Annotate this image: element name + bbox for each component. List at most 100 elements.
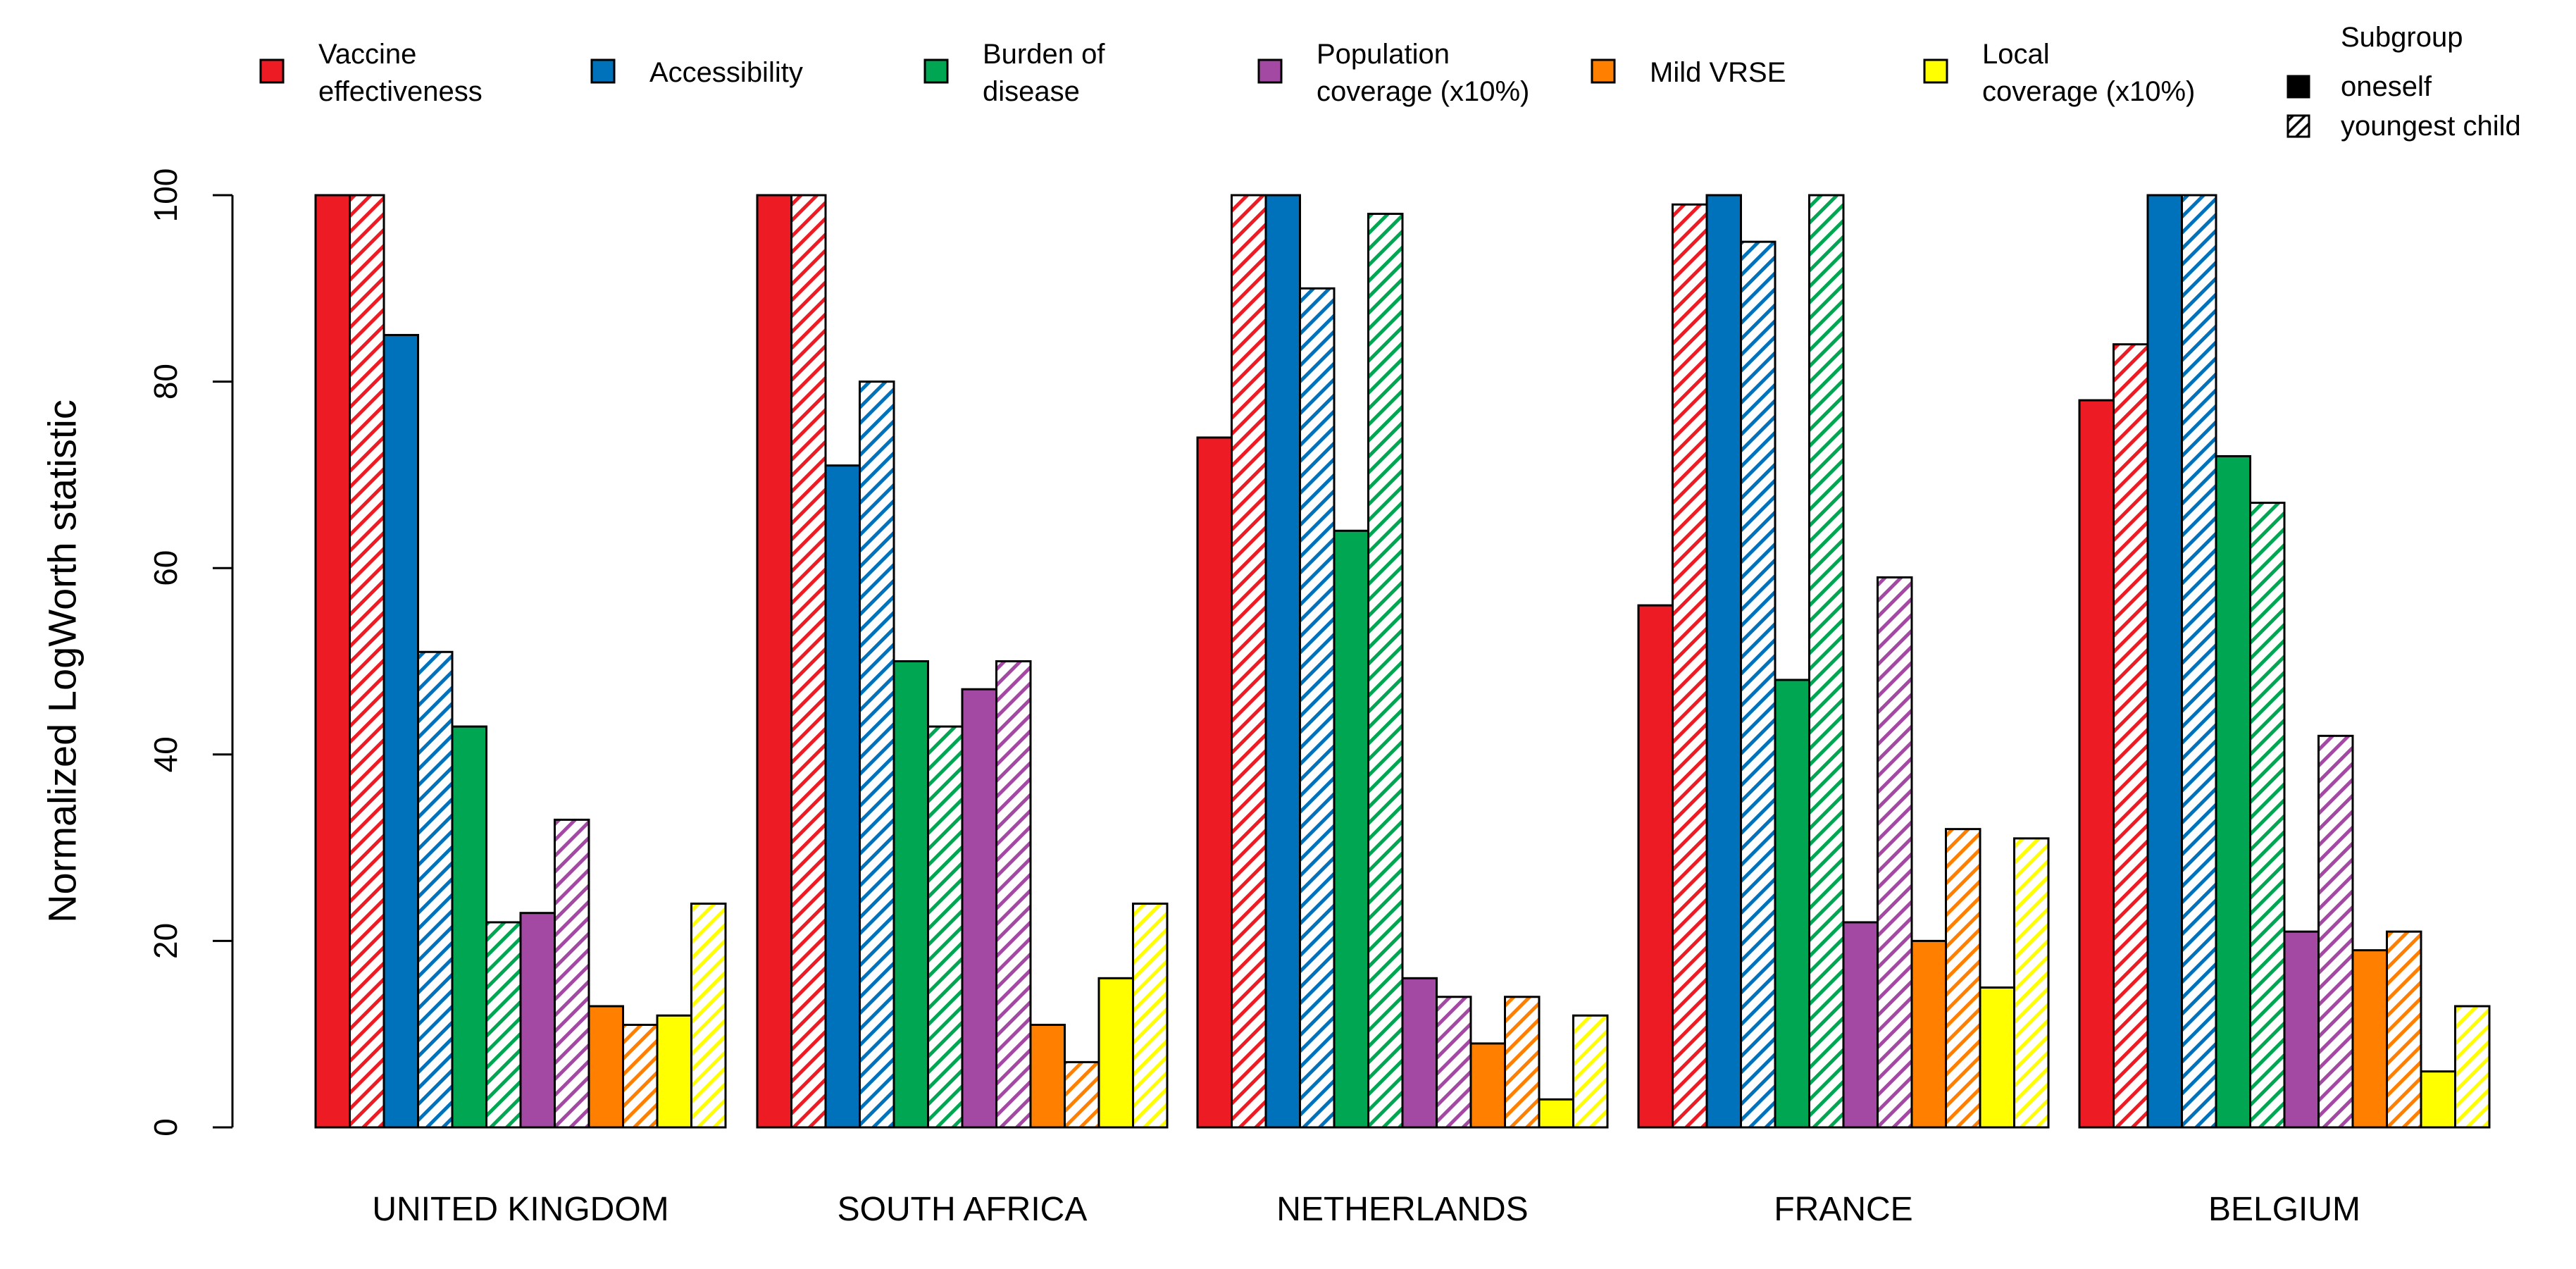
legend-label-vaccine-effectiveness-line-1: effectiveness xyxy=(318,76,483,107)
bar-belgium-local-coverage-x10-youngest-child xyxy=(2454,1005,2491,1129)
y-tick-label: 20 xyxy=(147,923,184,959)
legend-label-burden-of-disease-line-0: Burden of xyxy=(983,39,1105,70)
bar-united-kingdom-vaccine-effectiveness-oneself xyxy=(314,194,351,1129)
bar-netherlands-population-coverage-x10-youngest-child xyxy=(1436,996,1472,1129)
legend-item-mild-vrse: Mild VRSE xyxy=(1591,57,1786,88)
legend-item-vaccine-effectiveness: Vaccine effectiveness xyxy=(259,39,483,107)
bar-south-africa-accessibility-oneself xyxy=(824,464,861,1129)
bar-belgium-accessibility-oneself xyxy=(2146,194,2183,1129)
bar-belgium-mild-vrse-oneself xyxy=(2351,949,2388,1129)
legend-swatch-population-coverage-x10 xyxy=(1257,58,1283,84)
category-label-netherlands: NETHERLANDS xyxy=(1276,1191,1528,1228)
bar-south-africa-vaccine-effectiveness-oneself xyxy=(756,194,792,1129)
bar-belgium-population-coverage-x10-oneself xyxy=(2283,930,2320,1129)
bars xyxy=(314,194,2491,1129)
bar-united-kingdom-accessibility-youngest-child xyxy=(417,650,454,1129)
bar-netherlands-accessibility-oneself xyxy=(1264,194,1301,1129)
bar-south-africa-population-coverage-x10-oneself xyxy=(961,688,997,1129)
y-tick-label: 0 xyxy=(147,1118,184,1137)
bar-united-kingdom-local-coverage-x10-oneself xyxy=(656,1014,692,1129)
bar-united-kingdom-burden-of-disease-oneself xyxy=(451,725,487,1129)
bar-netherlands-burden-of-disease-youngest-child xyxy=(1367,212,1404,1129)
legend-label-burden-of-disease-line-1: disease xyxy=(983,76,1080,107)
bar-netherlands-vaccine-effectiveness-youngest-child xyxy=(1231,194,1267,1129)
bar-netherlands-local-coverage-x10-oneself xyxy=(1538,1098,1574,1129)
legend-label-population-coverage-x10-line-0: Population xyxy=(1317,39,1450,70)
bar-south-africa-burden-of-disease-oneself xyxy=(892,660,929,1129)
bar-belgium-vaccine-effectiveness-oneself xyxy=(2078,399,2115,1129)
subgroup-legend-title: Subgroup xyxy=(2341,22,2463,53)
legend: Vaccine effectiveness Accessibility Burden … xyxy=(259,22,2521,142)
bar-france-mild-vrse-oneself xyxy=(1910,939,1947,1129)
bar-united-kingdom-population-coverage-x10-oneself xyxy=(519,912,556,1129)
legend-item-accessibility: Accessibility xyxy=(590,57,803,88)
bar-belgium-vaccine-effectiveness-youngest-child xyxy=(2113,343,2149,1129)
legend-item-burden-of-disease: Burden of disease xyxy=(923,39,1105,107)
bar-united-kingdom-population-coverage-x10-youngest-child xyxy=(554,818,590,1129)
legend-item-population-coverage-x10: Population coverage (x10%) xyxy=(1257,39,1529,107)
category-label-belgium: BELGIUM xyxy=(2208,1191,2360,1228)
bar-south-africa-vaccine-effectiveness-youngest-child xyxy=(790,194,827,1129)
bar-france-accessibility-oneself xyxy=(1705,194,1742,1129)
bar-netherlands-mild-vrse-oneself xyxy=(1469,1042,1506,1129)
y-tick-label: 60 xyxy=(147,550,184,586)
subgroup-legend: Subgroup oneself youngest child xyxy=(2286,22,2521,142)
bar-netherlands-vaccine-effectiveness-oneself xyxy=(1196,436,1233,1129)
bar-netherlands-burden-of-disease-oneself xyxy=(1333,529,1369,1129)
bar-belgium-burden-of-disease-oneself xyxy=(2215,454,2251,1129)
bar-belgium-population-coverage-x10-youngest-child xyxy=(2317,734,2354,1129)
bar-belgium-burden-of-disease-youngest-child xyxy=(2249,502,2286,1129)
bar-united-kingdom-local-coverage-x10-youngest-child xyxy=(690,902,727,1129)
legend-swatch-accessibility xyxy=(590,58,616,84)
bar-south-africa-mild-vrse-oneself xyxy=(1029,1023,1066,1129)
bar-united-kingdom-accessibility-oneself xyxy=(382,333,419,1129)
subgroup-swatch-youngest-child xyxy=(2286,114,2310,138)
legend-label-vaccine-effectiveness-line-0: Vaccine xyxy=(318,39,416,70)
bar-united-kingdom-mild-vrse-youngest-child xyxy=(622,1023,659,1129)
y-tick-label: 80 xyxy=(147,364,184,400)
legend-label-mild-vrse-line-0: Mild VRSE xyxy=(1650,57,1786,88)
legend-label-accessibility-line-0: Accessibility xyxy=(649,57,803,88)
bar-belgium-accessibility-youngest-child xyxy=(2181,194,2217,1129)
legend-swatch-vaccine-effectiveness xyxy=(259,58,285,84)
bar-netherlands-accessibility-youngest-child xyxy=(1299,287,1336,1129)
bar-united-kingdom-burden-of-disease-youngest-child xyxy=(485,921,522,1129)
bar-france-mild-vrse-youngest-child xyxy=(1945,828,1981,1129)
legend-label-population-coverage-x10-line-1: coverage (x10%) xyxy=(1317,76,1529,107)
legend-label-local-coverage-x10-line-0: Local xyxy=(1982,39,2050,70)
bar-netherlands-local-coverage-x10-youngest-child xyxy=(1572,1014,1609,1129)
bar-south-africa-accessibility-youngest-child xyxy=(859,380,895,1129)
bar-france-accessibility-youngest-child xyxy=(1740,240,1777,1129)
bar-south-africa-mild-vrse-youngest-child xyxy=(1064,1060,1100,1129)
legend-label-local-coverage-x10-line-1: coverage (x10%) xyxy=(1982,76,2195,107)
bar-group-france xyxy=(1637,194,2050,1129)
legend-swatch-local-coverage-x10 xyxy=(1923,58,1948,84)
category-labels: UNITED KINGDOM SOUTH AFRICA NETHERLANDS FRA… xyxy=(372,1191,2360,1228)
bar-group-south-africa xyxy=(756,194,1169,1129)
bar-south-africa-burden-of-disease-youngest-child xyxy=(927,725,964,1129)
bar-france-vaccine-effectiveness-youngest-child xyxy=(1672,203,1708,1129)
category-label-united-kingdom: UNITED KINGDOM xyxy=(372,1191,668,1228)
bar-france-population-coverage-x10-youngest-child xyxy=(1877,576,1913,1129)
bar-netherlands-population-coverage-x10-oneself xyxy=(1401,977,1438,1129)
bar-united-kingdom-mild-vrse-oneself xyxy=(587,1005,624,1129)
bar-france-local-coverage-x10-oneself xyxy=(1979,986,2015,1129)
bar-france-local-coverage-x10-youngest-child xyxy=(2013,837,2050,1129)
y-tick-label: 100 xyxy=(147,168,184,223)
y-tick-label: 40 xyxy=(147,736,184,772)
bar-south-africa-local-coverage-x10-youngest-child xyxy=(1132,902,1169,1129)
legend-swatch-burden-of-disease xyxy=(923,58,949,84)
bar-group-united-kingdom xyxy=(314,194,727,1129)
bar-france-burden-of-disease-oneself xyxy=(1774,679,1810,1129)
bar-france-vaccine-effectiveness-oneself xyxy=(1637,604,1674,1129)
subgroup-label-youngest-child: youngest child xyxy=(2341,111,2521,142)
category-label-france: FRANCE xyxy=(1774,1191,1912,1228)
legend-swatch-mild-vrse xyxy=(1591,58,1616,84)
bar-south-africa-local-coverage-x10-oneself xyxy=(1097,977,1134,1129)
bar-group-netherlands xyxy=(1196,194,1609,1129)
bar-belgium-local-coverage-x10-oneself xyxy=(2420,1070,2456,1129)
y-axis-title: Normalized LogWorth statistic xyxy=(40,400,85,923)
bar-france-population-coverage-x10-oneself xyxy=(1842,921,1879,1129)
bar-group-belgium xyxy=(2078,194,2491,1129)
